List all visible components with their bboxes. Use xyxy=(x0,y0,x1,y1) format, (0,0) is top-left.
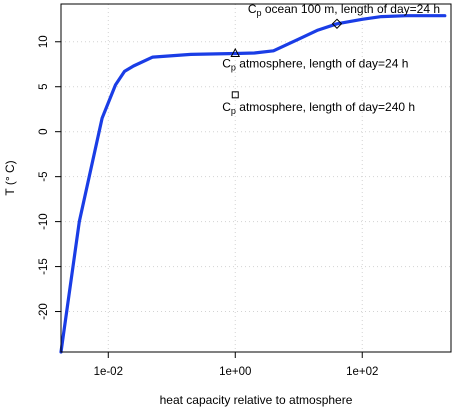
y-tick-label: -10 xyxy=(38,213,50,230)
x-axis: 1e-02 1e+00 1e+02 xyxy=(94,352,378,378)
annotation-markers xyxy=(230,18,343,99)
plot-frame xyxy=(60,3,452,353)
y-tick-label: -15 xyxy=(38,258,50,275)
y-axis-label: T (° C) xyxy=(3,160,17,195)
y-tick-label: 10 xyxy=(38,35,50,48)
x-axis-label: heat capacity relative to atmosphere xyxy=(160,393,353,407)
x-tick-label: 1e+02 xyxy=(346,366,378,378)
annotation-labels: Cp ocean 100 m, length of day=24 h Cp atm… xyxy=(222,2,440,116)
x-tick-label: 1e+00 xyxy=(219,366,251,378)
x-tick-label: 1e-02 xyxy=(94,366,123,378)
y-axis: -20 -15 -10 -5 0 5 10 xyxy=(38,35,61,320)
diamond-marker xyxy=(331,18,343,29)
triangle-marker xyxy=(230,47,241,57)
y-tick-label: 5 xyxy=(38,84,50,90)
annotation-label: Cp atmosphere, length of day=240 h xyxy=(222,100,415,116)
series-layer xyxy=(59,14,447,354)
square-marker xyxy=(231,91,239,99)
y-tick-label: -20 xyxy=(38,303,50,320)
y-tick-label: 0 xyxy=(38,128,50,134)
y-tick-label: -5 xyxy=(38,172,50,182)
series-line xyxy=(59,14,447,354)
annotation-label: Cp atmosphere, length of day=24 h xyxy=(222,56,408,72)
grid xyxy=(61,4,451,352)
annotation-label: Cp ocean 100 m, length of day=24 h xyxy=(248,2,440,18)
